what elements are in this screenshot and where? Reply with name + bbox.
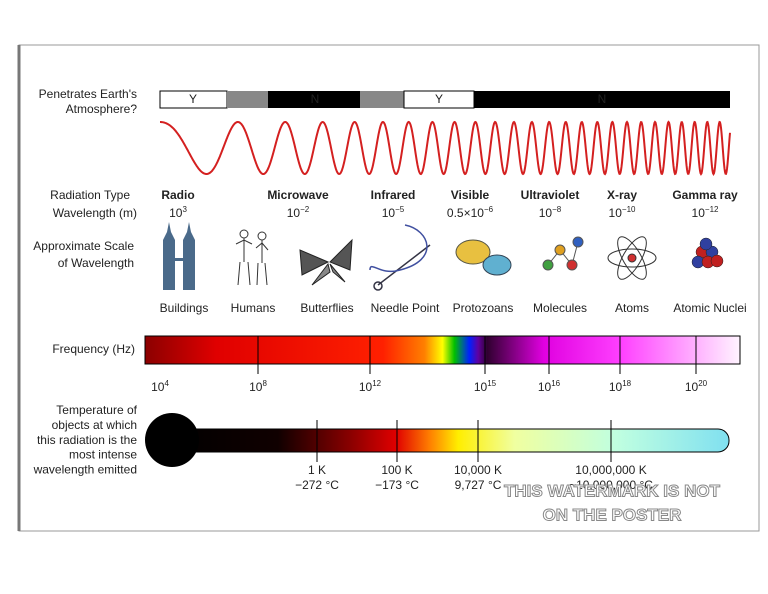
scale-item: Needle Point — [371, 301, 440, 315]
temperature-kelvin: 1 K — [308, 463, 326, 477]
icon-needle — [369, 224, 431, 291]
radiation-type: Visible — [451, 188, 490, 202]
scale-item: Molecules — [533, 301, 587, 315]
wavelength-exp: −6 — [484, 205, 494, 214]
wavelength: 10−5 — [382, 205, 405, 221]
temperature-label: most intense — [69, 448, 137, 462]
frequency-tick-label-exp: 16 — [551, 379, 560, 388]
radiation-type: X-ray — [607, 188, 637, 202]
wavelength: 10−12 — [692, 205, 719, 221]
frequency-tick-label: 1012 — [359, 379, 382, 395]
frequency-tick-label-base: 10 — [474, 380, 488, 394]
frequency-label: Frequency (Hz) — [52, 342, 135, 356]
scale-item: Butterflies — [300, 301, 353, 315]
frequency-tick-label-base: 10 — [359, 380, 373, 394]
radiation-type: Ultraviolet — [521, 188, 580, 202]
wavelength-base: 10 — [692, 206, 706, 220]
wavelength: 10−2 — [287, 205, 310, 221]
wavelength-base: 10 — [169, 206, 183, 220]
frequency-tick-label-exp: 12 — [372, 379, 381, 388]
scale-label: Approximate Scale — [33, 239, 134, 253]
wave — [160, 120, 731, 176]
radiation-type: Microwave — [267, 188, 329, 202]
wavelength-base: 10 — [382, 206, 396, 220]
atmosphere-label: Atmosphere? — [66, 102, 138, 116]
frequency-tick-label-exp: 20 — [698, 379, 707, 388]
scale-item: Protozoans — [453, 301, 514, 315]
radiation-type: Radio — [161, 188, 194, 202]
frequency-tick-label-base: 10 — [538, 380, 552, 394]
temperature-label: objects at which — [52, 418, 137, 432]
wavelength-label: Wavelength (m) — [53, 206, 137, 220]
frequency-tick-label-exp: 15 — [487, 379, 496, 388]
wavelength-exp: −2 — [300, 205, 310, 214]
wavelength-exp: −8 — [552, 205, 562, 214]
atmosphere-segment: N — [311, 92, 320, 106]
icon-humans — [235, 229, 269, 286]
wavelength: 103 — [169, 205, 187, 221]
temperature-kelvin: 100 K — [381, 463, 412, 477]
wavelength: 0.5×10−6 — [447, 205, 494, 221]
wavelength-base: 10 — [287, 206, 301, 220]
wavelength-exp: 3 — [182, 205, 187, 214]
temperature-label: Temperature of — [56, 403, 137, 417]
watermark: THIS WATERMARK IS NOT — [504, 481, 721, 500]
frequency-tick-label-base: 10 — [609, 380, 623, 394]
frequency-bar — [144, 335, 741, 365]
frequency-tick-label: 1015 — [474, 379, 497, 395]
scale-item: Buildings — [160, 301, 209, 315]
temperature-celsius: 9,727 °C — [455, 478, 502, 492]
scale-item: Atomic Nuclei — [673, 301, 746, 315]
frequency-tick-label-base: 10 — [249, 380, 263, 394]
frequency-tick-label-exp: 4 — [164, 379, 169, 388]
radiation-type: Gamma ray — [672, 188, 738, 202]
scale-item: Atoms — [615, 301, 649, 315]
temperature-kelvin: 10,000 K — [454, 463, 502, 477]
temperature-kelvin: 10,000,000 K — [575, 463, 646, 477]
icon-buildings — [163, 222, 195, 290]
watermark: ON THE POSTER — [543, 505, 682, 524]
icon-butterfly — [299, 238, 353, 286]
frequency-tick-label: 108 — [249, 379, 267, 395]
scale-label: of Wavelength — [58, 256, 134, 270]
atmosphere-segment: N — [598, 92, 607, 106]
wavelength-exp: −10 — [622, 205, 636, 214]
wavelength-base: 0.5×10 — [447, 206, 484, 220]
wavelength-base: 10 — [539, 206, 553, 220]
icon-nucleus — [691, 237, 724, 269]
scale-item: Humans — [231, 301, 276, 315]
temperature-celsius: −173 °C — [375, 478, 419, 492]
wavelength-base: 10 — [609, 206, 623, 220]
atmosphere-segment: Y — [189, 92, 197, 106]
icon-atom — [607, 236, 657, 280]
frequency-tick-label-base: 10 — [151, 380, 165, 394]
wavelength: 10−8 — [539, 205, 562, 221]
frequency-tick-label-base: 10 — [685, 380, 699, 394]
icon-protozoa — [455, 239, 512, 276]
frequency-tick-label: 1018 — [609, 379, 632, 395]
temperature-celsius: ~10,000,000 °C — [569, 478, 653, 492]
temperature-celsius: −272 °C — [295, 478, 339, 492]
radiation-type: Infrared — [371, 188, 416, 202]
thermometer-tube — [164, 428, 730, 453]
radiation-type-label: Radiation Type — [50, 188, 130, 202]
atmosphere-bar — [159, 90, 730, 109]
thermometer-bulb — [145, 413, 199, 467]
frequency-tick-label-exp: 8 — [262, 379, 267, 388]
wavelength-exp: −5 — [395, 205, 405, 214]
icon-molecule — [542, 236, 584, 271]
atmosphere-label: Penetrates Earth's — [39, 87, 137, 101]
temperature-label: wavelength emitted — [33, 462, 137, 476]
wavelength: 10−10 — [609, 205, 636, 221]
atmosphere-segment: Y — [435, 92, 443, 106]
wavelength-exp: −12 — [705, 205, 719, 214]
frequency-tick-label: 1016 — [538, 379, 561, 395]
frequency-tick-label-exp: 18 — [622, 379, 631, 388]
frequency-tick-label: 1020 — [685, 379, 708, 395]
frequency-tick-label: 104 — [151, 379, 169, 395]
temperature-label: this radiation is the — [37, 433, 137, 447]
